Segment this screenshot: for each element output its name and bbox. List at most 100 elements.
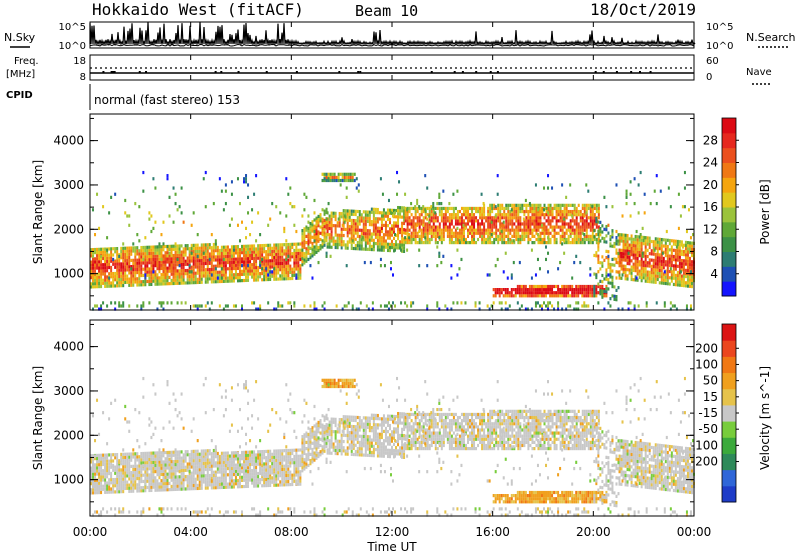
velocity-cell — [148, 485, 151, 489]
velocity-cell — [108, 453, 111, 457]
power-cell — [678, 258, 681, 262]
power-cell — [156, 260, 159, 265]
power-cell — [90, 276, 92, 280]
power-cell — [565, 222, 568, 226]
power-cell — [291, 267, 294, 271]
power-cell — [90, 248, 92, 252]
power-cell — [501, 203, 504, 207]
power-cell — [565, 231, 568, 235]
power-cell — [234, 263, 237, 267]
power-cell — [291, 245, 294, 250]
power-cell — [555, 203, 558, 207]
power-cell — [626, 246, 629, 250]
velocity-cell — [116, 487, 119, 491]
power-cell — [196, 280, 199, 285]
power-cell — [104, 253, 107, 257]
power-cell — [309, 304, 312, 308]
power-cell — [444, 213, 447, 217]
velocity-cell — [100, 453, 103, 457]
power-cell — [273, 274, 276, 278]
power-cell — [354, 243, 357, 248]
power-cell — [307, 233, 310, 237]
power-cell — [384, 242, 387, 246]
velocity-cell — [148, 476, 151, 480]
power-cell — [186, 278, 189, 282]
power-cell — [563, 294, 566, 298]
power-cell — [386, 208, 389, 212]
power-cell — [389, 211, 392, 215]
power-cell — [148, 245, 151, 249]
power-cell — [90, 282, 92, 286]
power-cell — [188, 265, 191, 269]
velocity-cell — [150, 463, 153, 468]
power-cell — [194, 274, 197, 278]
power-cell — [394, 304, 397, 308]
power-cell — [662, 263, 665, 267]
power-cell — [403, 240, 406, 244]
power-cell — [126, 265, 129, 269]
power-cell — [557, 225, 560, 229]
power-cell — [664, 263, 667, 267]
power-cell — [504, 251, 507, 255]
power-cell — [354, 237, 357, 241]
power-cell — [511, 203, 514, 207]
power-cell — [216, 280, 219, 284]
velocity-cell — [148, 454, 151, 458]
velocity-cell — [188, 453, 191, 457]
power-cell — [168, 260, 171, 264]
power-cell — [340, 227, 343, 231]
power-cell — [346, 221, 349, 225]
power-cell — [301, 241, 304, 245]
power-cell — [92, 248, 95, 252]
power-cell — [166, 279, 169, 283]
power-cell — [632, 262, 635, 266]
velocity-cell — [140, 479, 143, 484]
power-cell — [116, 253, 119, 257]
power-cell — [557, 203, 560, 207]
velocity-cell — [136, 452, 139, 456]
power-cell — [156, 257, 159, 261]
velocity-cell — [140, 458, 143, 462]
power-cell — [626, 240, 629, 244]
power-cell — [536, 233, 539, 237]
power-cell — [376, 226, 379, 230]
power-cell — [243, 272, 246, 276]
velocity-cell — [94, 484, 97, 489]
power-cell — [122, 277, 125, 281]
power-cell — [230, 180, 233, 184]
power-cell — [114, 262, 117, 266]
power-cell — [126, 249, 129, 253]
velocity-cell — [118, 468, 121, 472]
power-cell — [432, 205, 435, 209]
power-cell — [247, 247, 250, 251]
power-cell — [438, 195, 441, 199]
power-cell — [313, 224, 316, 228]
power-cell — [156, 267, 159, 271]
power-cell — [690, 253, 693, 258]
power-cell — [597, 257, 600, 261]
power-cell — [130, 246, 133, 250]
velocity-cell — [214, 470, 217, 474]
power-cell — [617, 307, 620, 311]
power-cell — [337, 172, 340, 176]
power-cell — [569, 219, 572, 223]
power-cell — [364, 225, 367, 230]
power-cell — [587, 284, 590, 289]
power-cell — [378, 239, 381, 243]
power-cell — [686, 268, 689, 273]
power-cell — [341, 307, 344, 311]
power-cell — [162, 220, 165, 224]
power-cell — [581, 231, 584, 235]
power-cell — [340, 230, 343, 234]
power-cell — [585, 183, 588, 187]
power-cell — [481, 206, 484, 211]
power-cell — [243, 244, 246, 248]
power-cell — [372, 223, 375, 227]
power-cell — [607, 301, 610, 305]
power-cell — [257, 247, 260, 251]
power-cell — [184, 268, 187, 273]
power-cell — [628, 243, 631, 247]
power-cell — [110, 281, 113, 285]
power-cell — [531, 228, 534, 232]
power-cell — [395, 246, 398, 250]
